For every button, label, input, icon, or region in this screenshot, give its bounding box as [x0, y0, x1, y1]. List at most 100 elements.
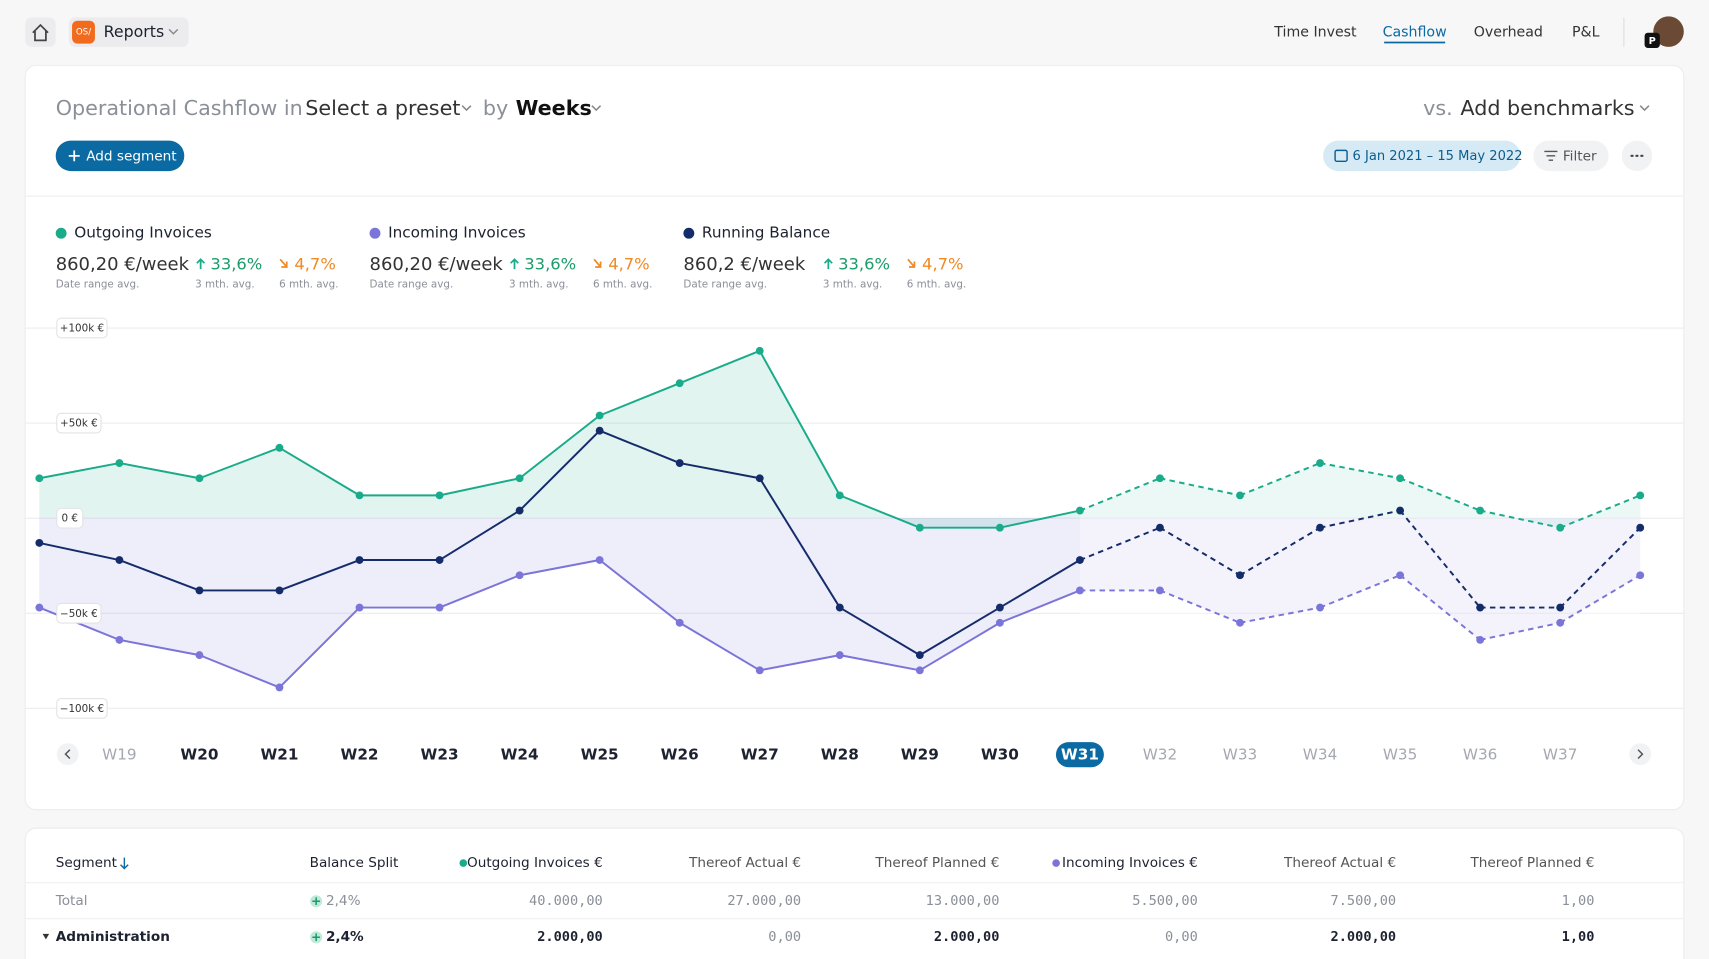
x-tick-label[interactable]: W33	[1223, 746, 1257, 764]
preset-select[interactable]: Select a preset	[305, 96, 460, 120]
x-tick-label[interactable]: W27	[741, 746, 779, 764]
point	[115, 459, 124, 467]
x-tick-label[interactable]: W37	[1543, 746, 1577, 764]
point	[195, 651, 204, 660]
benchmark-select[interactable]: Add benchmarks	[1460, 96, 1634, 120]
legend-dot	[369, 227, 381, 239]
x-tick-label[interactable]: W29	[901, 746, 939, 764]
vs-label: vs.	[1423, 96, 1453, 120]
x-tick-label[interactable]: W28	[821, 746, 859, 764]
table-cell: Total	[55, 893, 88, 909]
chevron	[461, 105, 472, 112]
point	[675, 379, 684, 388]
six-month-change: 4,7%	[608, 254, 649, 273]
six-month-caption: 6 mth. avg.	[593, 278, 652, 290]
add-segment-button[interactable]	[55, 140, 185, 172]
up-arrow	[196, 258, 206, 270]
point	[435, 491, 444, 500]
line-segment	[1399, 477, 1481, 512]
six-month-caption: 6 mth. avg.	[279, 278, 338, 290]
nav-tab[interactable]: Overhead	[1474, 25, 1543, 41]
avatar-badge-box	[1644, 32, 1660, 48]
line-segment	[839, 494, 921, 529]
prev-icon	[64, 749, 71, 760]
x-tick-label[interactable]: W31	[1061, 746, 1099, 764]
three-month-caption: 3 mth. avg.	[195, 278, 254, 290]
x-tick-label[interactable]: W30	[981, 746, 1019, 764]
app-switcher[interactable]	[68, 17, 189, 47]
nav-tab[interactable]: P&L	[1572, 25, 1600, 41]
x-tick-label[interactable]: W26	[661, 746, 699, 764]
table-cell: 1,00	[1562, 929, 1595, 945]
chart: +100k € +50k € 0 € −50k € −100k € W19 W20 W21 W2…	[25, 317, 1684, 768]
point	[1476, 635, 1485, 644]
x-tick-label[interactable]: W20	[180, 746, 218, 764]
nav-tab[interactable]: Cashflow	[1383, 25, 1447, 41]
x-tick-label[interactable]: W21	[260, 746, 298, 764]
x-tick-label[interactable]: W22	[341, 746, 379, 764]
table-cell: 7.500,00	[1331, 893, 1397, 909]
point	[35, 603, 44, 612]
x-tick-label[interactable]: W24	[501, 746, 539, 764]
point	[835, 651, 844, 660]
line-segment	[518, 430, 601, 512]
point	[1156, 523, 1164, 532]
x-tick-label[interactable]: W34	[1303, 746, 1337, 764]
line-segment	[1239, 462, 1321, 497]
line-segment	[999, 509, 1081, 529]
point	[1556, 618, 1565, 627]
table-cell: 0,00	[768, 929, 801, 945]
three-month-caption: 3 mth. avg.	[509, 278, 568, 290]
point	[1476, 506, 1485, 515]
line-segment	[439, 477, 520, 497]
line-segment	[758, 477, 841, 609]
table-cell: 13.000,00	[926, 893, 1000, 909]
line-segment	[199, 654, 280, 689]
line-segment	[519, 559, 600, 577]
x-tick-label[interactable]: W23	[421, 746, 459, 764]
calendar-icon	[1334, 149, 1348, 162]
point	[1236, 618, 1244, 627]
chart-card	[24, 64, 1685, 811]
app-logo	[72, 20, 95, 44]
next-button[interactable]	[1629, 743, 1652, 766]
line-segment	[839, 606, 921, 656]
x-tick-label[interactable]: W35	[1383, 746, 1417, 764]
date-range-button[interactable]	[1323, 140, 1521, 172]
x-tick-label[interactable]: W25	[581, 746, 619, 764]
average-caption: Date range avg.	[683, 278, 767, 290]
x-tick-label[interactable]: W32	[1143, 746, 1177, 764]
line-segment	[999, 589, 1081, 624]
split-plus	[312, 933, 320, 942]
prev-button[interactable]	[56, 743, 79, 766]
column-header: Segment	[56, 855, 118, 871]
y-tick-box	[56, 507, 84, 529]
line-segment	[1479, 621, 1561, 641]
chevron	[168, 28, 179, 35]
home-button[interactable]	[25, 17, 56, 47]
line-segment	[919, 621, 1001, 672]
point	[1156, 474, 1164, 483]
point	[995, 618, 1004, 627]
selected-week[interactable]	[1055, 742, 1104, 768]
six-month-change: 4,7%	[294, 254, 335, 273]
x-tick-label[interactable]: W19	[102, 746, 136, 764]
nav-tab[interactable]: Time Invest	[1273, 25, 1357, 41]
avatar[interactable]	[1653, 16, 1684, 47]
line-segment	[679, 349, 761, 385]
expand-toggle[interactable]	[42, 933, 50, 940]
column-header: Thereof Actual €	[688, 855, 801, 871]
legend-label: Incoming Invoices	[388, 224, 526, 242]
x-tick-label[interactable]: W36	[1463, 746, 1497, 764]
line-segment	[119, 559, 200, 592]
table-cell: 5.500,00	[1132, 893, 1198, 909]
table-cell: 2,4%	[326, 893, 361, 909]
filter-button[interactable]	[1533, 140, 1609, 172]
legend-label: Outgoing Invoices	[74, 224, 212, 242]
period-select[interactable]: Weeks	[516, 96, 592, 120]
point	[675, 618, 684, 627]
point	[1236, 491, 1244, 500]
point	[1636, 491, 1645, 500]
